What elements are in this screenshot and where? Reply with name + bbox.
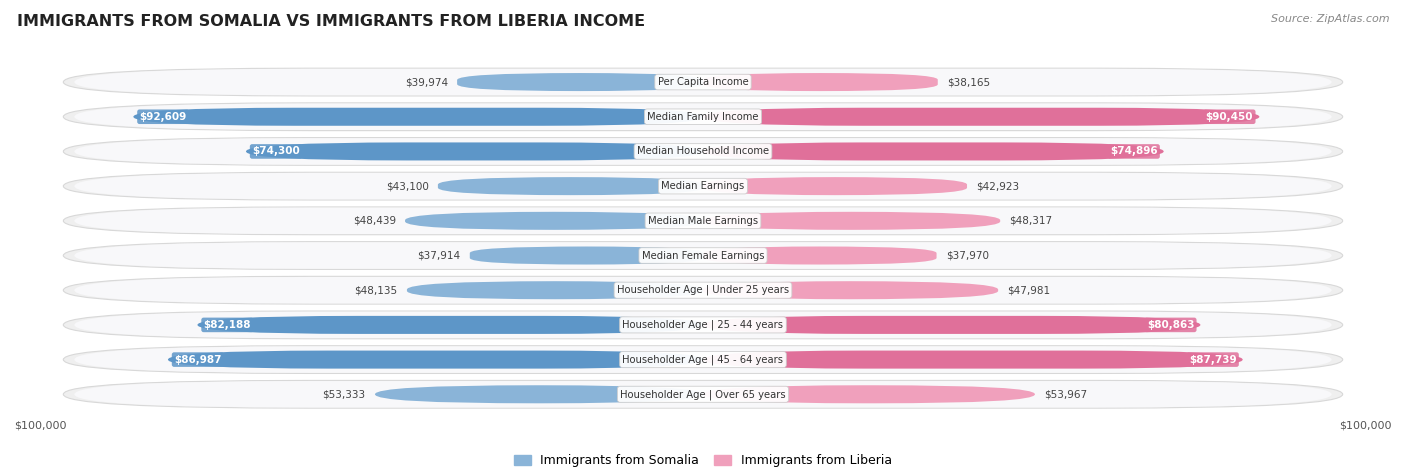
Text: $92,609: $92,609 <box>139 112 187 122</box>
FancyBboxPatch shape <box>63 346 1343 374</box>
Text: Householder Age | 25 - 44 years: Householder Age | 25 - 44 years <box>623 319 783 330</box>
Text: $53,967: $53,967 <box>1045 389 1087 399</box>
FancyBboxPatch shape <box>703 212 1000 230</box>
FancyBboxPatch shape <box>703 142 1164 161</box>
Text: $80,863: $80,863 <box>1147 320 1194 330</box>
FancyBboxPatch shape <box>167 351 703 368</box>
Text: $48,317: $48,317 <box>1010 216 1053 226</box>
FancyBboxPatch shape <box>63 381 1343 408</box>
FancyBboxPatch shape <box>75 347 1331 373</box>
Text: $82,188: $82,188 <box>204 320 252 330</box>
Text: $90,450: $90,450 <box>1206 112 1253 122</box>
FancyBboxPatch shape <box>703 281 998 299</box>
Text: Householder Age | Over 65 years: Householder Age | Over 65 years <box>620 389 786 400</box>
FancyBboxPatch shape <box>75 173 1331 199</box>
FancyBboxPatch shape <box>63 311 1343 339</box>
Text: $43,100: $43,100 <box>385 181 429 191</box>
Text: $53,333: $53,333 <box>322 389 366 399</box>
FancyBboxPatch shape <box>703 351 1243 368</box>
FancyBboxPatch shape <box>63 207 1343 235</box>
FancyBboxPatch shape <box>703 316 1201 334</box>
FancyBboxPatch shape <box>63 138 1343 165</box>
Text: $100,000: $100,000 <box>14 420 66 430</box>
Text: $42,923: $42,923 <box>976 181 1019 191</box>
FancyBboxPatch shape <box>375 385 703 403</box>
FancyBboxPatch shape <box>63 241 1343 269</box>
FancyBboxPatch shape <box>63 276 1343 304</box>
FancyBboxPatch shape <box>63 172 1343 200</box>
Text: Householder Age | 45 - 64 years: Householder Age | 45 - 64 years <box>623 354 783 365</box>
Text: Source: ZipAtlas.com: Source: ZipAtlas.com <box>1271 14 1389 24</box>
Text: $86,987: $86,987 <box>174 354 222 365</box>
FancyBboxPatch shape <box>457 73 703 91</box>
FancyBboxPatch shape <box>246 142 703 161</box>
FancyBboxPatch shape <box>197 316 703 334</box>
FancyBboxPatch shape <box>75 242 1331 269</box>
Text: $38,165: $38,165 <box>948 77 990 87</box>
FancyBboxPatch shape <box>703 108 1260 126</box>
Text: Median Male Earnings: Median Male Earnings <box>648 216 758 226</box>
Text: $37,970: $37,970 <box>946 250 988 261</box>
FancyBboxPatch shape <box>75 69 1331 95</box>
Text: $37,914: $37,914 <box>418 250 461 261</box>
Text: $39,974: $39,974 <box>405 77 449 87</box>
FancyBboxPatch shape <box>703 73 938 91</box>
FancyBboxPatch shape <box>75 381 1331 408</box>
FancyBboxPatch shape <box>703 177 967 195</box>
Text: $48,439: $48,439 <box>353 216 396 226</box>
FancyBboxPatch shape <box>703 247 936 264</box>
FancyBboxPatch shape <box>63 103 1343 131</box>
FancyBboxPatch shape <box>703 385 1035 403</box>
Text: $74,300: $74,300 <box>252 147 299 156</box>
Text: $87,739: $87,739 <box>1189 354 1236 365</box>
FancyBboxPatch shape <box>470 247 703 264</box>
Text: Median Household Income: Median Household Income <box>637 147 769 156</box>
FancyBboxPatch shape <box>406 281 703 299</box>
FancyBboxPatch shape <box>75 138 1331 165</box>
FancyBboxPatch shape <box>75 277 1331 304</box>
Legend: Immigrants from Somalia, Immigrants from Liberia: Immigrants from Somalia, Immigrants from… <box>509 449 897 467</box>
FancyBboxPatch shape <box>405 212 703 230</box>
Text: Median Earnings: Median Earnings <box>661 181 745 191</box>
FancyBboxPatch shape <box>63 68 1343 96</box>
FancyBboxPatch shape <box>75 104 1331 130</box>
Text: IMMIGRANTS FROM SOMALIA VS IMMIGRANTS FROM LIBERIA INCOME: IMMIGRANTS FROM SOMALIA VS IMMIGRANTS FR… <box>17 14 645 29</box>
Text: $47,981: $47,981 <box>1007 285 1050 295</box>
Text: $100,000: $100,000 <box>1340 420 1392 430</box>
FancyBboxPatch shape <box>75 311 1331 338</box>
Text: Per Capita Income: Per Capita Income <box>658 77 748 87</box>
FancyBboxPatch shape <box>75 207 1331 234</box>
FancyBboxPatch shape <box>134 108 703 126</box>
Text: Householder Age | Under 25 years: Householder Age | Under 25 years <box>617 285 789 296</box>
Text: Median Female Earnings: Median Female Earnings <box>641 250 765 261</box>
Text: Median Family Income: Median Family Income <box>647 112 759 122</box>
Text: $48,135: $48,135 <box>354 285 398 295</box>
FancyBboxPatch shape <box>437 177 703 195</box>
Text: $74,896: $74,896 <box>1109 147 1157 156</box>
